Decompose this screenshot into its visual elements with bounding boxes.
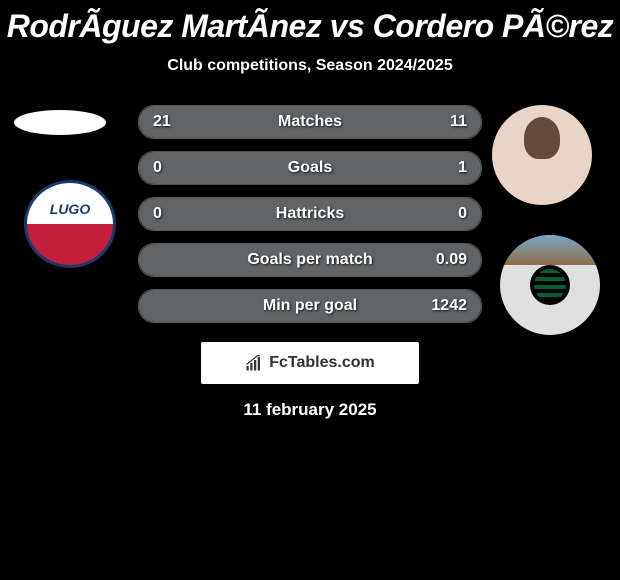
player-left-avatar — [14, 110, 106, 135]
branding-text: FcTables.com — [269, 354, 375, 372]
stat-row: Goals per match 0.09 — [138, 243, 482, 277]
stat-row: Min per goal 1242 — [138, 289, 482, 323]
club-logo-right-inner — [530, 265, 570, 305]
stat-value-right: 11 — [450, 113, 467, 131]
stat-label: Matches — [278, 113, 342, 131]
stat-rows-container: 21 Matches 11 0 Goals 1 0 Hattricks 0 Goals per m… — [138, 105, 482, 335]
stat-value-right: 1242 — [431, 297, 467, 315]
chart-icon — [245, 354, 263, 372]
stat-value-left: 21 — [153, 113, 171, 131]
stat-row: 0 Hattricks 0 — [138, 197, 482, 231]
stat-label: Goals — [288, 159, 332, 177]
stat-label: Goals per match — [247, 251, 372, 269]
stat-row: 21 Matches 11 — [138, 105, 482, 139]
stat-label: Min per goal — [263, 297, 357, 315]
stat-value-right: 1 — [458, 159, 467, 177]
branding-box[interactable]: FcTables.com — [201, 342, 419, 384]
stat-value-right: 0 — [458, 205, 467, 223]
stat-value-left: 0 — [153, 205, 162, 223]
club-logo-right — [500, 235, 600, 335]
club-logo-left-text: LUGO — [50, 201, 90, 217]
comparison-title: RodrÃ­guez MartÃ­nez vs Cordero PÃ©rez — [0, 0, 620, 45]
subtitle: Club competitions, Season 2024/2025 — [0, 57, 620, 75]
stat-label: Hattricks — [276, 205, 344, 223]
date-text: 11 february 2025 — [0, 400, 620, 420]
stat-value-left: 0 — [153, 159, 162, 177]
player-right-avatar — [492, 105, 592, 205]
stat-row: 0 Goals 1 — [138, 151, 482, 185]
club-logo-left: LUGO — [24, 180, 116, 268]
stat-value-right: 0.09 — [436, 251, 467, 269]
